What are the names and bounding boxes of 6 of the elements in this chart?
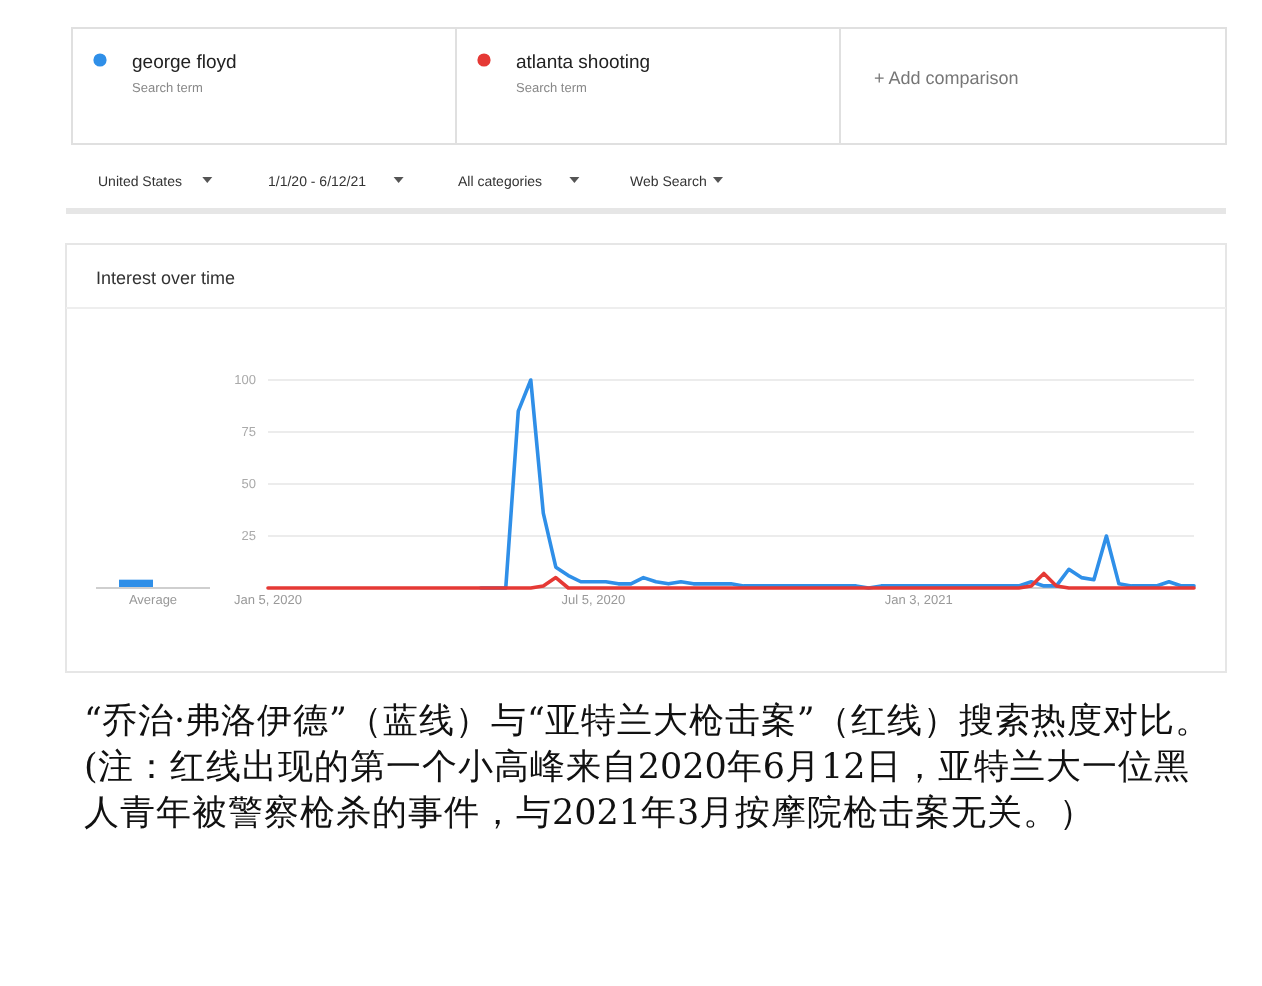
text: “乔治·弗洛伊德”（蓝线）与“亚特兰大枪击案”（红线）搜索热度对比。(注：红线出现的第一个小高峰来自2020年6月12日，亚特兰大一位黑人青年被警察枪杀的事件，与2021年3月按摩院枪击案无关。） [84, 700, 1213, 838]
chart-title: Interest over time [96, 268, 236, 288]
text: + Add comparison [874, 68, 1019, 88]
line-series [266, 571, 1196, 590]
legend-label: george floyd [132, 52, 237, 74]
legend-label: atlanta shooting [516, 52, 651, 74]
